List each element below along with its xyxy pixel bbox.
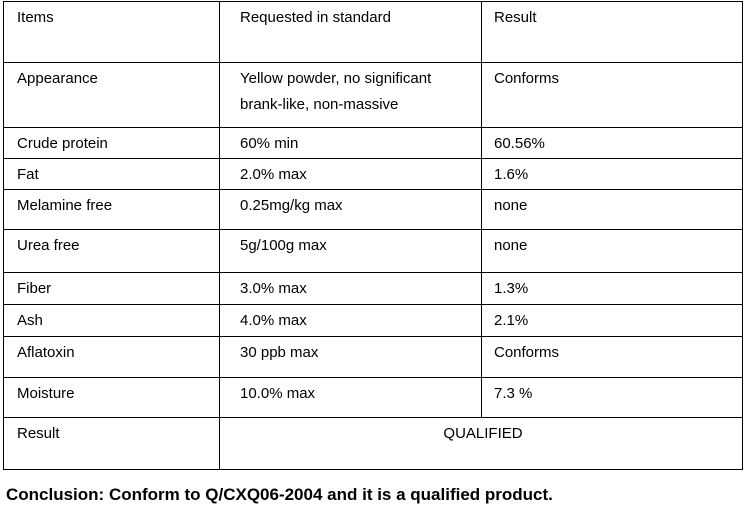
row: Appearance Yellow powder, no significant … [3,62,743,128]
cell: Items [3,1,220,63]
cell: Fiber [3,272,220,305]
cell: none [481,229,743,273]
cell: Conforms [481,336,743,378]
cell: 30 ppb max [219,336,482,378]
result-row: Result QUALIFIED [3,417,743,470]
row: Fiber 3.0% max 1.3% [3,272,743,305]
row: Crude protein 60% min 60.56% [3,127,743,159]
cell: QUALIFIED [219,417,743,470]
row: Ash 4.0% max 2.1% [3,304,743,337]
cell: Yellow powder, no significant brank-like… [219,62,482,128]
row: Urea free 5g/100g max none [3,229,743,273]
cell: 4.0% max [219,304,482,337]
row: Moisture 10.0% max 7.3 % [3,377,743,418]
cell: Fat [3,158,220,190]
spec-table: Items Requested in standard Result Appearan… [3,1,743,470]
cell: Conforms [481,62,743,128]
cell: none [481,189,743,230]
cell: 2.0% max [219,158,482,190]
cell: 1.6% [481,158,743,190]
cell: Crude protein [3,127,220,159]
cell: 2.1% [481,304,743,337]
cell: Melamine free [3,189,220,230]
cell: Aflatoxin [3,336,220,378]
cell: 10.0% max [219,377,482,418]
cell: 5g/100g max [219,229,482,273]
cell: Result [3,417,220,470]
header-row: Items Requested in standard Result [3,1,743,63]
cell: Moisture [3,377,220,418]
cell: Urea free [3,229,220,273]
cell: Result [481,1,743,63]
row: Melamine free 0.25mg/kg max none [3,189,743,230]
row: Aflatoxin 30 ppb max Conforms [3,336,743,378]
cell: 60.56% [481,127,743,159]
cell: 7.3 % [481,377,743,418]
conclusion: Conclusion: Conform to Q/CXQ06-2004 and … [6,485,553,504]
cell: Appearance [3,62,220,128]
cell: 0.25mg/kg max [219,189,482,230]
cell: 3.0% max [219,272,482,305]
cell: 60% min [219,127,482,159]
cell: Requested in standard [219,1,482,63]
table-body: Items Requested in standard Result Appearan… [3,1,743,470]
cell: 1.3% [481,272,743,305]
cell: Ash [3,304,220,337]
row: Fat 2.0% max 1.6% [3,158,743,190]
